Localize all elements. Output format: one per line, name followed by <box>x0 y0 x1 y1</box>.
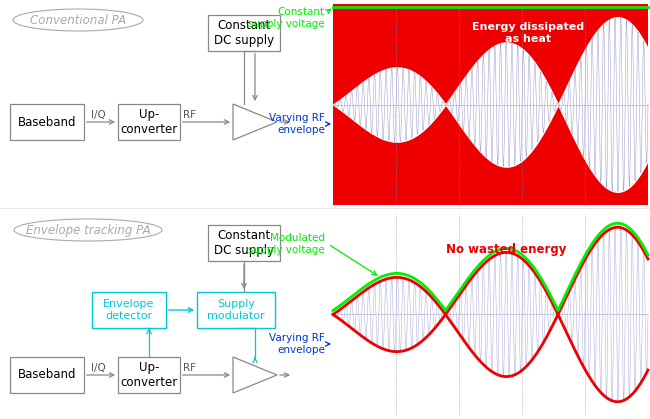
Text: Constant
DC supply: Constant DC supply <box>214 19 274 47</box>
Bar <box>10 104 84 140</box>
Polygon shape <box>233 104 277 140</box>
Text: Baseband: Baseband <box>18 368 76 382</box>
Text: Energy dissipated
as heat: Energy dissipated as heat <box>473 22 584 44</box>
Text: Constant
DC supply: Constant DC supply <box>214 229 274 257</box>
Text: Up-
converter: Up- converter <box>120 361 177 389</box>
Bar <box>10 357 84 393</box>
Text: Varying RF
envelope: Varying RF envelope <box>269 333 325 355</box>
Ellipse shape <box>13 9 143 31</box>
Text: RF: RF <box>183 110 196 120</box>
Bar <box>118 357 180 393</box>
Text: RF: RF <box>183 363 196 373</box>
Text: Envelope
detector: Envelope detector <box>103 299 155 321</box>
Text: I/Q: I/Q <box>90 110 105 120</box>
Bar <box>333 4 648 205</box>
Bar <box>197 292 275 328</box>
Text: I/Q: I/Q <box>90 363 105 373</box>
Text: Up-
converter: Up- converter <box>120 108 177 136</box>
Text: Modulated
supply voltage: Modulated supply voltage <box>248 233 325 255</box>
Bar <box>208 225 280 261</box>
Text: Baseband: Baseband <box>18 116 76 129</box>
Text: Constant
supply voltage: Constant supply voltage <box>248 7 325 29</box>
Ellipse shape <box>14 219 162 241</box>
Text: Varying RF
envelope: Varying RF envelope <box>269 113 325 135</box>
Text: Conventional PA: Conventional PA <box>30 13 126 26</box>
Bar <box>208 15 280 51</box>
Bar <box>333 214 648 415</box>
Text: Envelope tracking PA: Envelope tracking PA <box>26 223 150 236</box>
Bar <box>92 292 166 328</box>
Text: No wasted energy: No wasted energy <box>446 243 566 256</box>
Polygon shape <box>233 357 277 393</box>
Text: Supply
modulator: Supply modulator <box>207 299 265 321</box>
Bar <box>118 104 180 140</box>
